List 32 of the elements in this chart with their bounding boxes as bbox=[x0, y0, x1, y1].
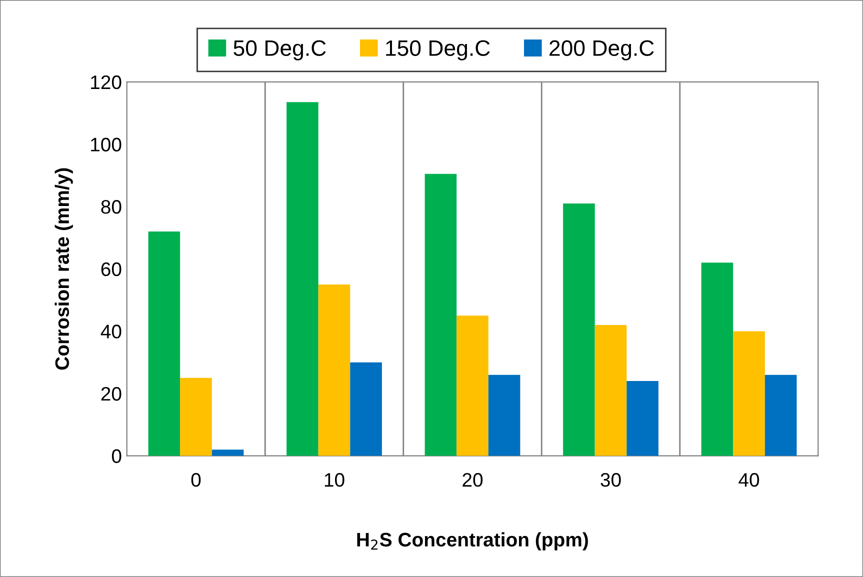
bar bbox=[488, 374, 520, 456]
legend-label: 50 Deg.C bbox=[234, 40, 326, 60]
x-tick-label: 40 bbox=[738, 473, 760, 487]
x-tick-label: 20 bbox=[462, 473, 483, 487]
legend-label: 150 Deg.C bbox=[386, 40, 490, 60]
bar bbox=[180, 378, 212, 456]
y-tick-label: 80 bbox=[101, 200, 122, 214]
bar bbox=[212, 450, 244, 456]
x-tick-label: 30 bbox=[600, 473, 621, 487]
y-tick-label: 60 bbox=[101, 262, 122, 276]
y-axis-title: Corrosion rate (mm/y) bbox=[54, 168, 73, 370]
y-tick-label: 120 bbox=[91, 75, 122, 90]
bar bbox=[148, 231, 180, 456]
y-tick-label: 20 bbox=[101, 386, 122, 401]
x-tick-label: 0 bbox=[191, 473, 201, 487]
legend-label: 200 Deg.C bbox=[550, 40, 654, 60]
bar bbox=[764, 374, 797, 456]
y-tick-label: 0 bbox=[112, 449, 122, 464]
bar bbox=[733, 331, 765, 456]
y-tick-label: 40 bbox=[100, 324, 122, 338]
bar bbox=[424, 174, 457, 456]
bar bbox=[701, 262, 734, 456]
x-tick-label: 10 bbox=[324, 473, 344, 487]
x-axis-title: H$_{2}$S Concentration (ppm) bbox=[357, 532, 588, 550]
y-tick-label: 100 bbox=[91, 138, 122, 152]
bar bbox=[456, 316, 488, 456]
bar bbox=[318, 284, 350, 456]
bar bbox=[286, 102, 318, 456]
bar bbox=[594, 324, 627, 456]
bar bbox=[350, 362, 382, 456]
bar bbox=[563, 203, 595, 456]
bar bbox=[626, 381, 658, 456]
